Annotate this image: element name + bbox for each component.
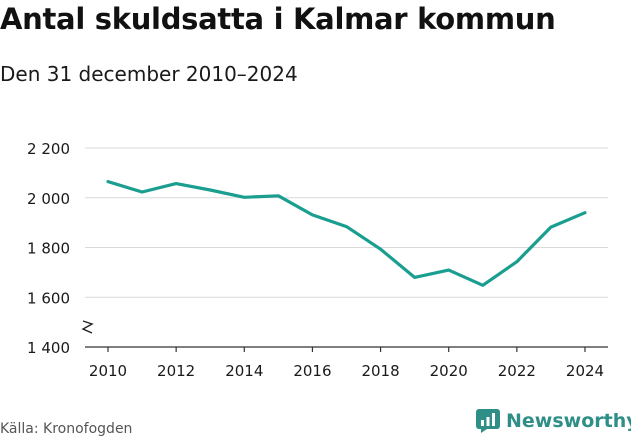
x-tick-label: 2014: [225, 362, 263, 380]
chart-subtitle: Den 31 december 2010–2024: [0, 62, 298, 86]
axis-break-marker: [81, 320, 94, 334]
x-tick-label: 2016: [293, 362, 331, 380]
x-tick-labels: 2010 2012 2014 2016 2018 2020 2022 2024: [89, 347, 604, 380]
source-note: Källa: Kronofogden: [0, 421, 133, 437]
y-tick-label: 2 200: [27, 140, 70, 158]
axis-break-icon: [81, 320, 94, 334]
y-tick-label: 2 000: [27, 190, 70, 208]
y-tick-label: 1 400: [27, 339, 70, 357]
series-lines: [106, 180, 587, 287]
brand-logo: Newsworthy: [476, 409, 631, 433]
y-tick-label: 1 800: [27, 240, 70, 258]
x-tick-label: 2010: [89, 362, 127, 380]
x-tick-label: 2024: [566, 362, 604, 380]
x-tick-label: 2020: [430, 362, 468, 380]
x-tick-label: 2022: [498, 362, 536, 380]
newsworthy-logo-icon: [476, 409, 500, 433]
x-tick-label: 2012: [157, 362, 195, 380]
y-tick-labels: 1 400 1 600 1 800 2 000 2 200: [27, 140, 70, 357]
grid-lines: [85, 147, 608, 348]
brand-name: Newsworthy: [506, 410, 631, 432]
chart-title: Antal skuldsatta i Kalmar kommun: [0, 2, 556, 36]
series-line: [106, 180, 587, 287]
x-tick-label: 2018: [361, 362, 399, 380]
y-tick-label: 1 600: [27, 289, 70, 307]
